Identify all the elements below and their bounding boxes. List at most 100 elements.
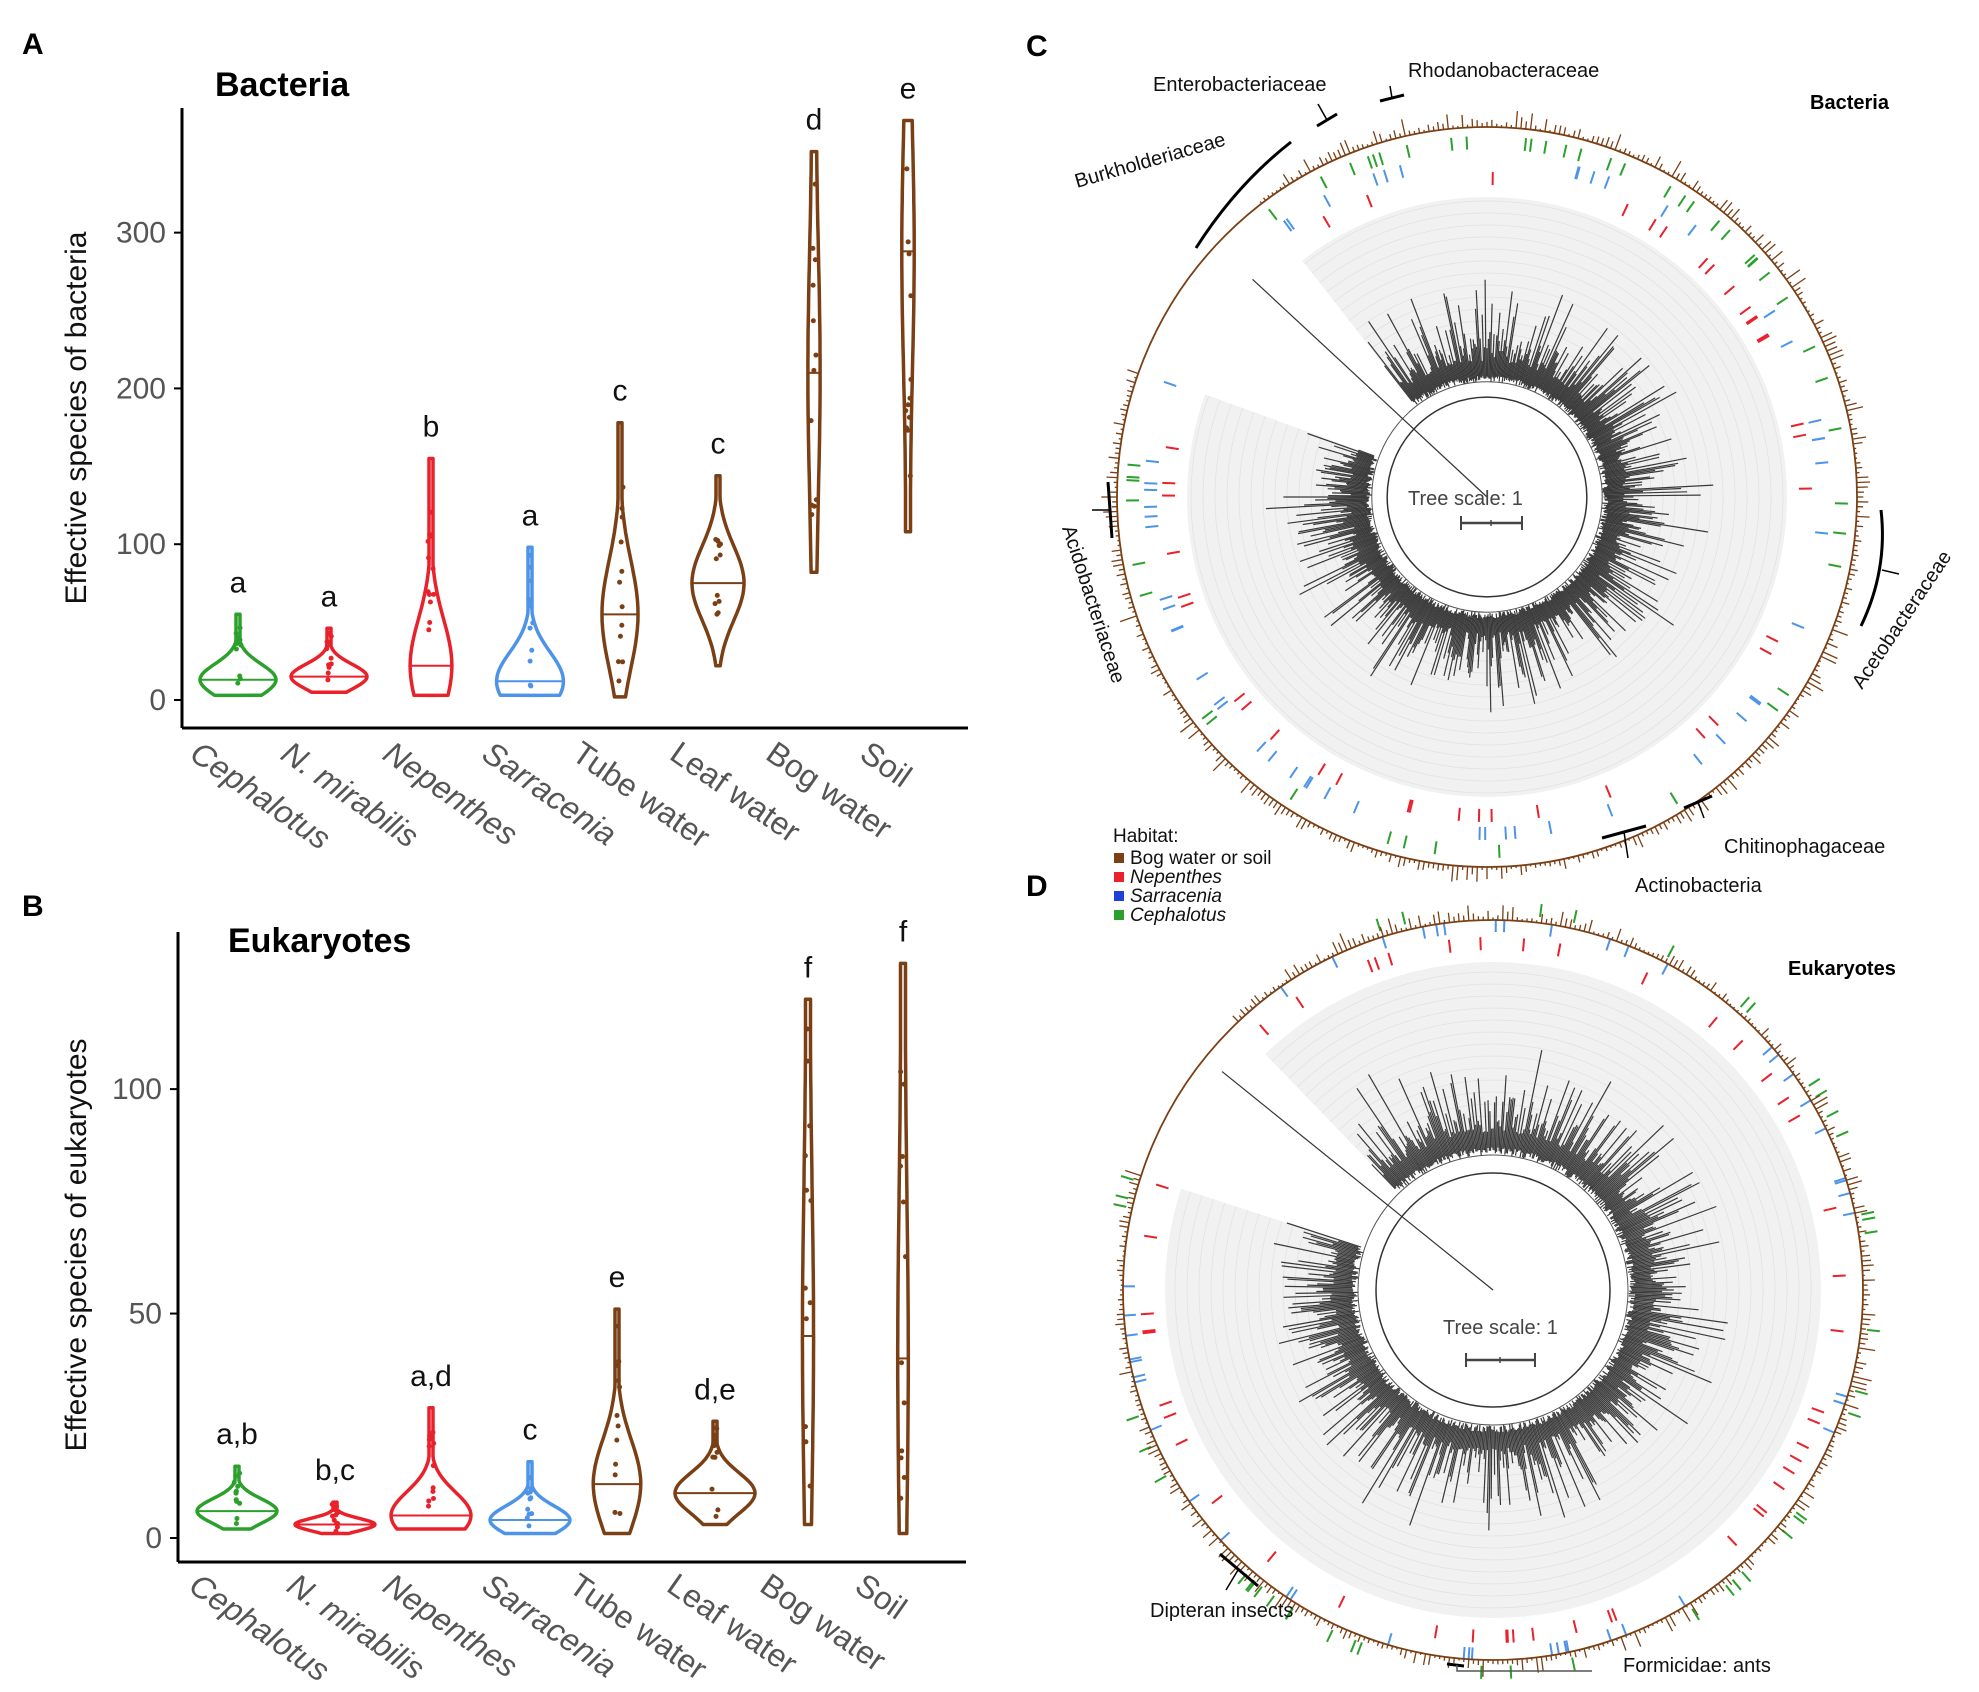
d-tree-leaf: [1330, 1252, 1359, 1260]
d-abundance-bar: [1314, 962, 1318, 966]
d-tree-leaf: [1336, 1254, 1356, 1261]
c-tree-leaf: [1352, 533, 1378, 543]
c-tree-leaf: [1604, 470, 1626, 476]
c-tree-leaf: [1519, 609, 1533, 648]
d-tree-leaf: [1601, 1380, 1634, 1409]
d-tree-leaf: [1391, 1410, 1426, 1469]
c-tree-leaf: [1579, 411, 1601, 428]
c-tree-leaf: [1535, 303, 1574, 388]
d-abundance-bar: [1119, 1347, 1128, 1350]
c-tree-leaf: [1566, 373, 1599, 409]
c-abundance-bar: [1312, 824, 1316, 828]
c-abundance-bar: [1529, 113, 1534, 130]
c-abundance-bar: [1139, 628, 1142, 631]
d-habitat-mark: [1807, 1417, 1821, 1425]
c-tree-leaf: [1517, 613, 1524, 632]
d-abundance-bar: [1432, 914, 1436, 925]
c-abundance-bar: [1125, 587, 1129, 590]
c-abundance-bar: [1120, 408, 1128, 412]
d-tree-leaf: [1603, 1197, 1623, 1212]
c-abundance-bar: [1216, 751, 1220, 755]
d-abundance-bar: [1805, 1486, 1810, 1491]
c-habitat-mark: [1317, 763, 1326, 776]
c-abundance-bar: [1520, 117, 1523, 129]
d-abundance-bar: [1120, 1328, 1126, 1330]
d-tree-leaf: [1539, 1423, 1554, 1459]
d-abundance-bar: [1664, 1617, 1674, 1632]
c-abundance-bar: [1847, 413, 1852, 416]
d-tree-leaf: [1630, 1281, 1673, 1285]
c-tree-leaf: [1455, 360, 1461, 382]
d-abundance-bar: [1624, 1635, 1628, 1638]
d-tree-leaf: [1453, 1120, 1462, 1152]
c-abundance-bar: [1845, 402, 1857, 407]
violin-point-soil: [904, 166, 910, 172]
c-tree-leaf: [1441, 609, 1449, 629]
c-tree-leaf: [1489, 613, 1492, 667]
d-abundance-bar: [1313, 1614, 1318, 1620]
c-abundance-bar: [1200, 733, 1203, 736]
d-tree-leaf: [1551, 1413, 1584, 1480]
c-tree-leaf: [1333, 445, 1378, 461]
d-abundance-bar: [1574, 1650, 1577, 1658]
c-habitat-mark: [1758, 271, 1771, 282]
c-abundance-bar: [1754, 234, 1764, 243]
d-tree-leaf: [1554, 1126, 1579, 1171]
c-abundance-bar: [1754, 751, 1761, 757]
significance-sarracenia: a: [522, 499, 539, 532]
c-tree-leaf: [1562, 381, 1582, 405]
d-tree-leaf: [1624, 1328, 1671, 1344]
c-tree-leaf: [1607, 481, 1643, 486]
d-tree-leaf: [1366, 1154, 1397, 1187]
d-tree-leaf: [1561, 1115, 1594, 1171]
d-tree-leaf: [1482, 1132, 1486, 1151]
c-tree-leaf: [1601, 530, 1620, 537]
c-tree-leaf: [1579, 568, 1646, 619]
d-abundance-bar: [1555, 921, 1557, 926]
d-abundance-bar: [1677, 1610, 1681, 1614]
c-tree-leaf: [1476, 614, 1481, 655]
d-tree-leaf: [1474, 1430, 1479, 1458]
d-abundance-bar: [1336, 1625, 1339, 1629]
c-tree-leaf: [1421, 602, 1440, 641]
d-abundance-bar: [1183, 1495, 1186, 1498]
c-tree-leaf: [1568, 584, 1586, 604]
c-tree-leaf: [1352, 536, 1379, 547]
c-abundance-bar: [1525, 121, 1528, 130]
d-tree-leaf: [1531, 1123, 1543, 1159]
c-abundance-bar: [1379, 851, 1383, 857]
c-tree-leaf: [1322, 521, 1371, 533]
d-abundance-bar: [1638, 1629, 1642, 1634]
c-habitat-mark: [1269, 729, 1281, 741]
c-tree-leaf: [1507, 611, 1514, 636]
c-tree-leaf: [1600, 446, 1622, 456]
c-abundance-bar: [1568, 133, 1570, 137]
d-abundance-bar: [1145, 1421, 1148, 1425]
d-abundance-bar: [1125, 1366, 1132, 1369]
d-abundance-bar: [1200, 1522, 1206, 1527]
c-tree-leaf: [1390, 582, 1402, 594]
violin-point-cephalotus: [233, 1488, 239, 1494]
d-habitat-mark: [1611, 1608, 1618, 1622]
d-abundance-bar: [1673, 959, 1679, 968]
c-habitat-mark: [1335, 772, 1343, 786]
significance-cephalotus: a: [230, 566, 247, 599]
c-tree-leaf: [1304, 501, 1367, 506]
c-abundance-bar: [1312, 165, 1316, 170]
d-tree-leaf: [1450, 1074, 1468, 1154]
d-tree-leaf: [1475, 1124, 1479, 1151]
c-abundance-bar: [1809, 313, 1815, 317]
c-tree-leaf: [1498, 328, 1504, 377]
d-tree-leaf: [1586, 1387, 1617, 1418]
c-habitat-mark: [1349, 162, 1356, 176]
c-tree-leaf: [1354, 523, 1371, 529]
d-tree-leaf: [1466, 1430, 1474, 1473]
d-tree-leaf: [1631, 1267, 1651, 1272]
c-tree-leaf: [1594, 549, 1616, 561]
d-tree-leaf: [1509, 1127, 1514, 1152]
c-tree-leaf: [1469, 614, 1477, 678]
c-abundance-bar: [1654, 826, 1660, 835]
c-abundance-bar: [1177, 706, 1183, 711]
d-habitat-mark: [1745, 1002, 1757, 1014]
c-habitat-mark: [1322, 215, 1331, 228]
